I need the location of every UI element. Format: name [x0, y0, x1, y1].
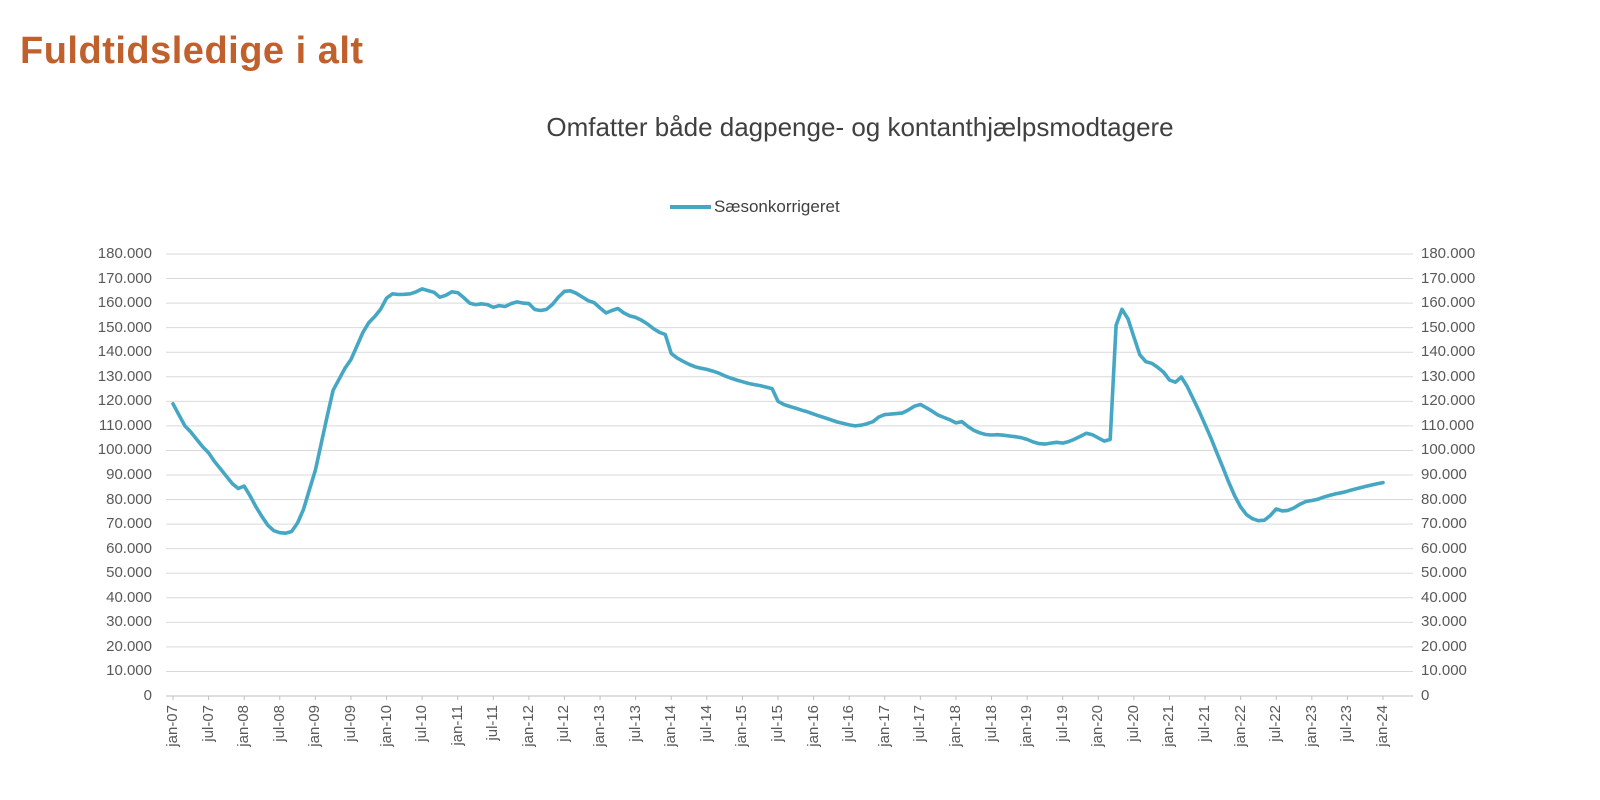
x-tick-label: jul-17	[911, 705, 929, 742]
y-tick-label-left: 40.000	[106, 588, 152, 606]
y-tick-label-right: 180.000	[1421, 245, 1476, 262]
y-tick-label-left: 70.000	[106, 515, 152, 533]
chart-title: Omfatter både dagpenge- og kontanthjælps…	[546, 112, 1174, 142]
x-tick-label: jan-10	[377, 705, 395, 747]
y-tick-label-right: 100.000	[1421, 441, 1476, 459]
x-tick-label: jul-12	[555, 705, 573, 742]
y-tick-label-right: 160.000	[1421, 294, 1476, 312]
x-tick-label: jul-16	[840, 705, 858, 742]
y-tick-label-left: 180.000	[97, 245, 152, 262]
y-tick-label-left: 100.000	[97, 441, 152, 459]
x-tick-label: jul-19	[1053, 705, 1071, 742]
y-tick-label-right: 150.000	[1421, 318, 1476, 336]
y-tick-label-right: 170.000	[1421, 269, 1476, 287]
series-line-saesonkorrigeret	[171, 287, 1385, 536]
y-tick-label-left: 110.000	[98, 416, 152, 434]
x-tick-label: jan-15	[733, 705, 751, 747]
x-tick-label: jan-17	[875, 705, 893, 747]
y-tick-label-left: 10.000	[106, 662, 152, 680]
x-tick-label: jan-14	[662, 705, 680, 747]
y-tick-label-right: 130.000	[1421, 367, 1476, 385]
x-tick-label: jan-24	[1374, 705, 1391, 747]
y-tick-label-right: 90.000	[1421, 466, 1467, 483]
x-tick-label: jan-23	[1302, 705, 1320, 747]
y-tick-label-left: 160.000	[97, 294, 152, 312]
y-tick-label-right: 60.000	[1421, 539, 1467, 557]
y-tick-label-left: 150.000	[97, 318, 152, 336]
x-tick-label: jul-14	[697, 705, 715, 742]
x-tick-label: jan-16	[804, 705, 822, 747]
x-tick-label: jul-15	[769, 705, 786, 742]
y-tick-label-left: 20.000	[106, 637, 152, 655]
x-tick-label: jan-22	[1231, 705, 1249, 747]
x-tick-label: jul-23	[1338, 705, 1356, 742]
y-tick-label-right: 10.000	[1421, 662, 1467, 680]
x-tick-label: jul-11	[484, 705, 502, 741]
x-tick-label: jan-09	[306, 705, 324, 747]
y-tick-label-right: 0	[1421, 687, 1430, 704]
x-tick-label: jan-11	[448, 705, 466, 746]
y-tick-label-left: 0	[143, 687, 152, 704]
y-tick-label-right: 70.000	[1421, 515, 1467, 533]
x-tick-label: jul-22	[1267, 705, 1285, 742]
y-tick-label-left: 140.000	[97, 343, 152, 361]
x-tick-label: jul-13	[626, 705, 644, 742]
x-tick-label: jan-20	[1089, 705, 1107, 747]
x-tick-label: jul-21	[1196, 705, 1214, 742]
x-tick-label: jan-07	[164, 705, 181, 747]
y-tick-label-left: 50.000	[106, 564, 152, 582]
x-tick-label: jan-19	[1018, 705, 1036, 747]
y-tick-label-right: 120.000	[1421, 392, 1476, 410]
y-tick-label-right: 40.000	[1421, 588, 1467, 606]
x-tick-label: jan-21	[1160, 705, 1178, 747]
x-tick-label: jul-20	[1124, 705, 1142, 742]
x-tick-label: jan-13	[591, 705, 609, 747]
legend-line-marker	[670, 205, 711, 209]
y-tick-label-left: 60.000	[106, 539, 152, 557]
y-tick-label-left: 170.000	[97, 269, 152, 287]
y-tick-label-left: 30.000	[106, 613, 152, 631]
page-title: Fuldtidsledige i alt	[20, 30, 364, 72]
y-tick-label-left: 130.000	[97, 367, 152, 385]
y-tick-label-left: 90.000	[106, 466, 152, 483]
y-tick-label-right: 20.000	[1421, 637, 1467, 655]
x-tick-label: jan-18	[946, 705, 964, 747]
x-tick-label: jul-07	[199, 705, 217, 742]
y-tick-label-left: 80.000	[106, 490, 152, 508]
y-tick-label-right: 140.000	[1421, 343, 1476, 361]
y-tick-label-right: 30.000	[1421, 613, 1467, 631]
x-tick-label: jan-12	[519, 705, 537, 747]
legend: Sæsonkorrigeret	[670, 197, 840, 217]
y-tick-label-right: 80.000	[1421, 490, 1467, 508]
y-tick-label-right: 50.000	[1421, 564, 1467, 582]
x-tick-label: jan-08	[235, 705, 253, 747]
x-tick-label: jul-08	[270, 705, 288, 742]
y-tick-label-right: 110.000	[1421, 416, 1475, 434]
x-tick-label: jul-09	[341, 705, 359, 742]
legend-label: Sæsonkorrigeret	[714, 197, 840, 216]
x-tick-label: jul-18	[982, 705, 1000, 742]
y-tick-label-left: 120.000	[97, 392, 152, 410]
x-tick-label: jul-10	[413, 705, 431, 742]
